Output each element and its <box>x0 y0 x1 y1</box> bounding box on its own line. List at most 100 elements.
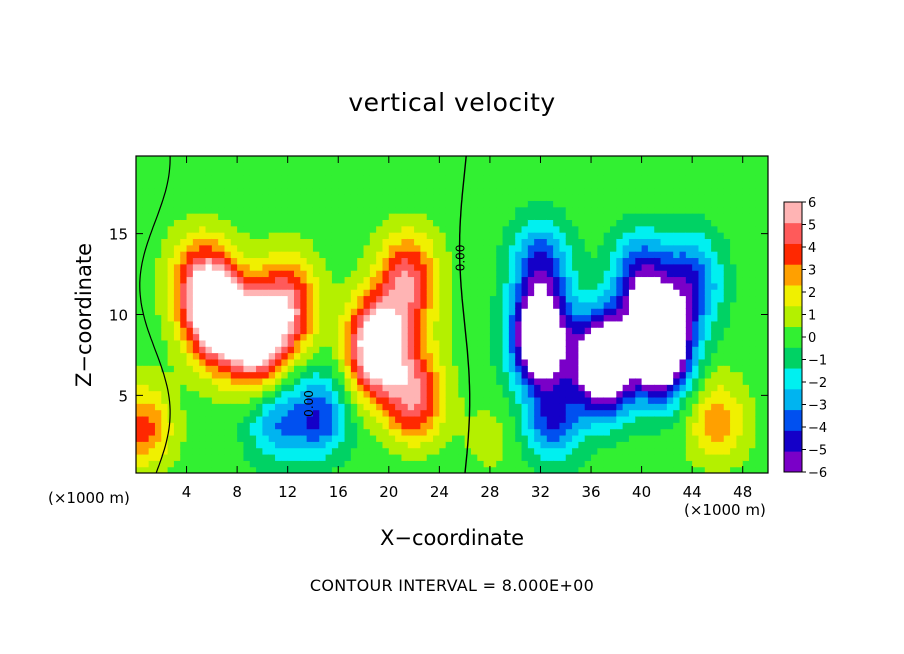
heatmap-cell <box>496 194 504 201</box>
heatmap-cell <box>445 346 453 354</box>
heatmap-cell <box>331 194 339 201</box>
heatmap-cell <box>521 200 529 208</box>
heatmap-cell <box>717 251 725 259</box>
heatmap-cell <box>496 295 504 303</box>
heatmap-cell <box>344 295 352 303</box>
heatmap-cell <box>388 422 396 430</box>
heatmap-cell <box>654 447 662 455</box>
heatmap-cell <box>742 206 750 214</box>
heatmap-cell <box>205 276 213 284</box>
heatmap-cell <box>338 308 346 316</box>
heatmap-cell <box>281 403 289 411</box>
heatmap-cell <box>452 327 459 335</box>
heatmap-cell <box>199 168 207 176</box>
heatmap-cell <box>136 352 143 360</box>
heatmap-cell <box>230 263 238 271</box>
heatmap-cell <box>420 333 428 341</box>
heatmap-cell <box>546 276 554 284</box>
heatmap-cell <box>704 181 712 189</box>
heatmap-cell <box>540 396 548 404</box>
heatmap-cell <box>420 390 428 398</box>
heatmap-cell <box>610 358 617 366</box>
heatmap-cell <box>281 466 289 473</box>
heatmap-cell <box>205 295 213 303</box>
heatmap-cell <box>218 428 226 436</box>
heatmap-cell <box>679 251 687 259</box>
heatmap-cell <box>540 200 548 208</box>
heatmap-cell <box>704 453 712 461</box>
heatmap-cell <box>452 434 459 442</box>
heatmap-cell <box>692 232 700 240</box>
heatmap-cell <box>755 314 763 322</box>
heatmap-cell <box>243 238 251 246</box>
heatmap-cell <box>344 301 352 309</box>
heatmap-cell <box>161 441 169 449</box>
heatmap-cell <box>578 327 586 335</box>
heatmap-cell <box>483 251 491 259</box>
heatmap-cell <box>489 441 497 449</box>
heatmap-cell <box>679 339 687 347</box>
heatmap-cell <box>401 168 409 176</box>
heatmap-cell <box>306 460 314 468</box>
heatmap-cell <box>679 384 687 392</box>
heatmap-cell <box>395 225 403 233</box>
heatmap-cell <box>477 251 485 259</box>
heatmap-cell <box>559 409 567 417</box>
heatmap-cell <box>199 441 207 449</box>
heatmap-cell <box>268 403 276 411</box>
heatmap-cell <box>433 225 440 233</box>
heatmap-cell <box>142 466 150 473</box>
heatmap-cell <box>496 441 504 449</box>
heatmap-cell <box>369 447 377 455</box>
heatmap-cell <box>628 263 636 271</box>
heatmap-cell <box>173 301 181 309</box>
heatmap-cell <box>515 187 523 195</box>
heatmap-cell <box>180 390 188 398</box>
heatmap-cell <box>211 225 219 233</box>
heatmap-cell <box>679 453 687 461</box>
heatmap-cell <box>445 194 453 201</box>
heatmap-cell <box>591 434 598 442</box>
heatmap-cell <box>154 187 162 195</box>
heatmap-cell <box>275 194 282 201</box>
heatmap-cell <box>388 403 396 411</box>
heatmap-cell <box>262 371 270 379</box>
heatmap-cell <box>142 181 150 189</box>
heatmap-cell <box>167 244 175 252</box>
heatmap-cell <box>591 181 598 189</box>
heatmap-cell <box>572 295 579 303</box>
heatmap-cell <box>205 339 213 347</box>
heatmap-cell <box>192 352 200 360</box>
heatmap-cell <box>515 206 523 214</box>
heatmap-cell <box>685 403 693 411</box>
heatmap-cell <box>565 232 573 240</box>
heatmap-cell <box>616 162 624 170</box>
heatmap-cell <box>268 263 276 271</box>
heatmap-cell <box>730 187 737 195</box>
heatmap-cell <box>306 371 314 379</box>
heatmap-cell <box>445 314 453 322</box>
heatmap-cell <box>496 206 504 214</box>
heatmap-cell <box>477 396 485 404</box>
heatmap-cell <box>287 428 295 436</box>
heatmap-cell <box>275 460 282 468</box>
heatmap-cell <box>742 390 750 398</box>
heatmap-cell <box>641 244 649 252</box>
heatmap-cell <box>211 396 219 404</box>
heatmap-cell <box>489 428 497 436</box>
heatmap-cell <box>660 390 668 398</box>
heatmap-cell <box>199 346 207 354</box>
heatmap-cell <box>237 187 245 195</box>
heatmap-cell <box>357 358 365 366</box>
heatmap-cell <box>300 314 308 322</box>
heatmap-cell <box>546 384 554 392</box>
heatmap-cell <box>249 352 257 360</box>
heatmap-cell <box>205 352 213 360</box>
heatmap-cell <box>249 175 257 182</box>
heatmap-cell <box>180 346 188 354</box>
heatmap-cell <box>230 206 238 214</box>
heatmap-cell <box>464 390 472 398</box>
heatmap-cell <box>218 384 226 392</box>
heatmap-cell <box>660 346 668 354</box>
heatmap-cell <box>230 377 238 385</box>
